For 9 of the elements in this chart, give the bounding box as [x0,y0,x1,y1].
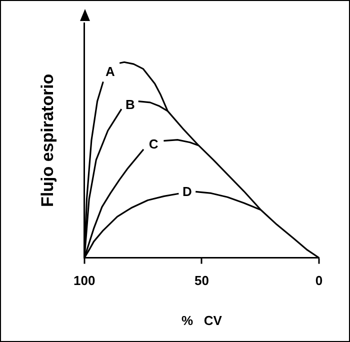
x-tick-label: 100 [74,273,96,288]
series-label: C [148,136,159,152]
x-axis-title: % CV [181,312,222,328]
y-axis-title: Flujo espiratorio [38,74,57,207]
series-label: D [182,184,192,200]
series-label: B [125,96,135,112]
x-tick-label: 0 [315,273,323,288]
x-tick-label: 50 [194,273,209,288]
series-label: A [106,64,116,79]
